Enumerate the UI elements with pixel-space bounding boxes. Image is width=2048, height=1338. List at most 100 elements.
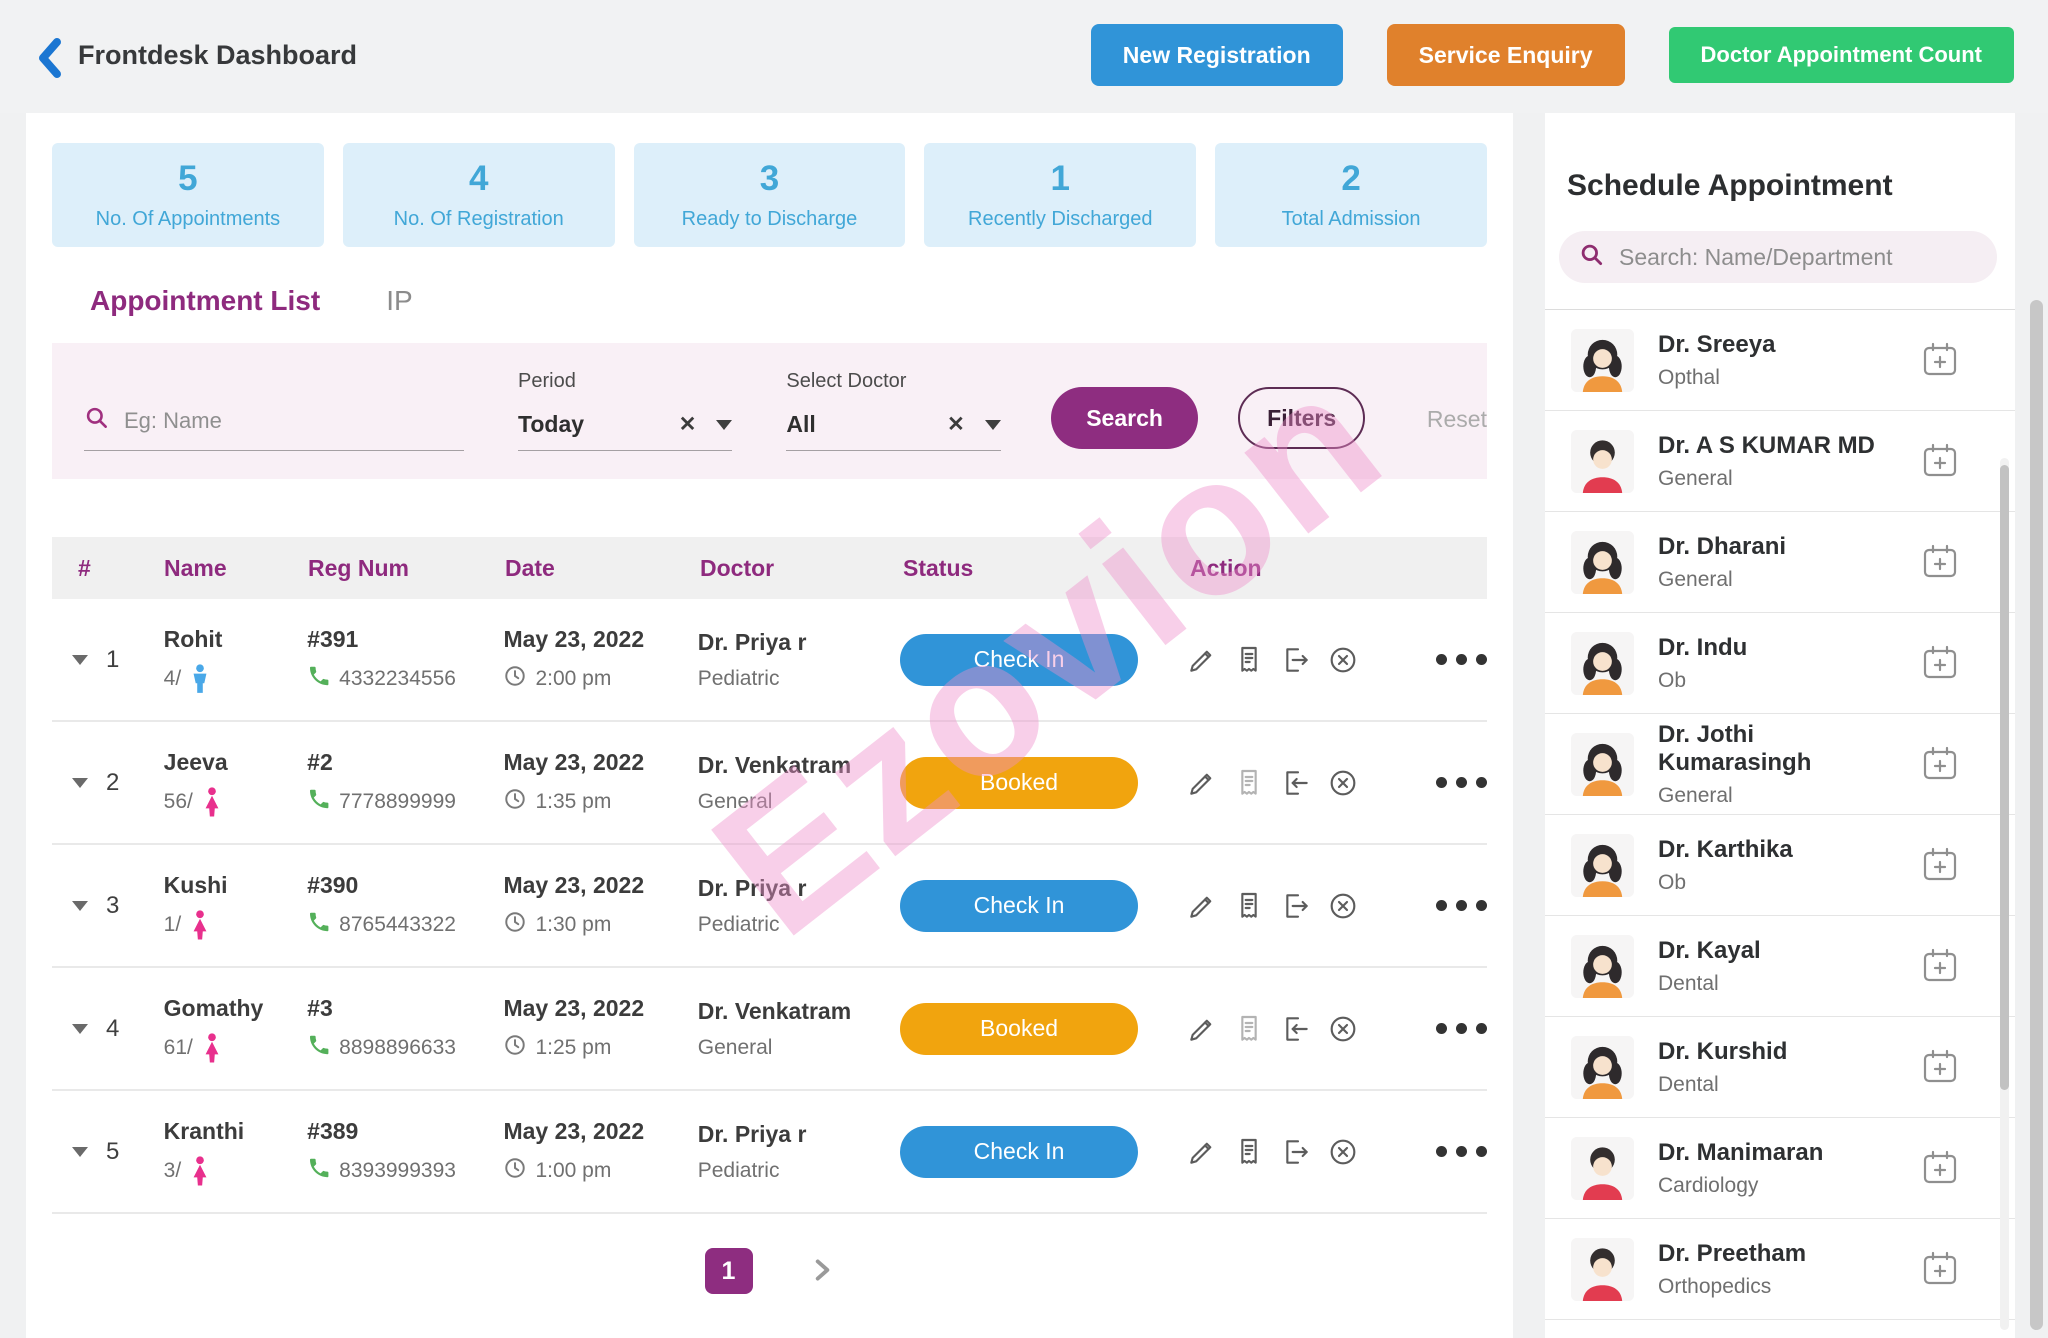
- clear-icon[interactable]: ✕: [678, 413, 697, 436]
- doctor-list-item[interactable]: Dr. Jothi Kumarasingh General: [1545, 714, 2015, 815]
- checkin-icon[interactable]: [1280, 1013, 1312, 1045]
- reg-number: #3: [307, 994, 333, 1021]
- cancel-icon[interactable]: [1327, 1136, 1359, 1168]
- checkout-icon[interactable]: [1280, 1136, 1312, 1168]
- doctor-filter-value[interactable]: All: [786, 411, 816, 437]
- calendar-add-icon[interactable]: [1919, 540, 1961, 585]
- receipt-icon[interactable]: [1233, 890, 1265, 922]
- cancel-icon[interactable]: [1327, 767, 1359, 799]
- name-search-input[interactable]: [124, 407, 464, 434]
- appointment-date: May 23, 2022: [503, 625, 645, 652]
- doctor-name: Dr. Venkatram: [697, 997, 852, 1024]
- doctor-list-item[interactable]: Dr. Kayal Dental: [1545, 916, 2015, 1017]
- page-scrollbar-thumb[interactable]: [2030, 300, 2043, 1330]
- clear-icon[interactable]: ✕: [947, 413, 965, 436]
- checkin-icon[interactable]: [1280, 767, 1312, 799]
- doctor-list-item[interactable]: Dr. Manimaran Cardiology: [1545, 1118, 2015, 1219]
- doctor-list-item[interactable]: Dr. Preetham Orthopedics: [1545, 1219, 2015, 1320]
- more-actions-button[interactable]: [1436, 654, 1487, 665]
- doctor-name: Dr. Manimaran: [1658, 1138, 1824, 1166]
- edit-icon[interactable]: [1186, 890, 1218, 922]
- calendar-add-icon[interactable]: [1919, 338, 1961, 383]
- more-actions-button[interactable]: [1436, 1146, 1487, 1157]
- filters-button[interactable]: Filters: [1238, 387, 1365, 449]
- doctor-name: Dr. Indu: [1658, 633, 1748, 661]
- stat-card: 5 No. Of Appointments: [52, 143, 324, 247]
- doctor-department: General: [1658, 466, 1733, 490]
- column-header-regnum: Reg Num: [308, 554, 409, 581]
- more-actions-button[interactable]: [1436, 777, 1487, 788]
- row-expand-caret[interactable]: [72, 654, 88, 665]
- search-button[interactable]: Search: [1050, 387, 1199, 449]
- female-icon: [193, 1155, 207, 1185]
- calendar-add-icon[interactable]: [1919, 1045, 1961, 1090]
- doctor-list-item[interactable]: Dr. Karthika Ob: [1545, 815, 2015, 916]
- doctor-list-item[interactable]: Dr. Kurshid Dental: [1545, 1017, 2015, 1118]
- doctor-name: Dr. Kurshid: [1658, 1037, 1788, 1065]
- chevron-down-icon[interactable]: [984, 419, 1001, 430]
- doctor-list-item[interactable]: Dr. Indu Ob: [1545, 613, 2015, 714]
- receipt-icon[interactable]: [1233, 1136, 1265, 1168]
- edit-icon[interactable]: [1186, 1013, 1218, 1045]
- appointment-time: 1:35 pm: [535, 789, 612, 813]
- receipt-icon[interactable]: [1233, 644, 1265, 676]
- edit-icon[interactable]: [1186, 767, 1218, 799]
- doctor-avatar: [1571, 429, 1634, 493]
- doctor-list-item[interactable]: Dr. Dharani General: [1545, 512, 2015, 613]
- checkout-icon[interactable]: [1280, 890, 1312, 922]
- calendar-add-icon[interactable]: [1919, 944, 1961, 989]
- row-expand-caret[interactable]: [72, 777, 88, 788]
- top-bar: Frontdesk Dashboard New Registration Ser…: [0, 0, 2048, 113]
- calendar-add-icon[interactable]: [1919, 843, 1961, 888]
- doctor-list-item[interactable]: Dr. A S KUMAR MD General: [1545, 411, 2015, 512]
- edit-icon[interactable]: [1186, 1136, 1218, 1168]
- doctor-search-input[interactable]: [1619, 243, 1969, 271]
- receipt-icon[interactable]: [1233, 767, 1265, 799]
- cancel-icon[interactable]: [1327, 644, 1359, 676]
- row-expand-caret[interactable]: [72, 1146, 88, 1157]
- row-expand-caret[interactable]: [72, 1023, 88, 1034]
- female-icon: [205, 1032, 219, 1062]
- status-button[interactable]: Check In: [900, 633, 1139, 686]
- calendar-add-icon[interactable]: [1919, 1146, 1961, 1191]
- doctor-avatar: [1571, 1035, 1634, 1099]
- doctor-appointment-count-button[interactable]: Doctor Appointment Count: [1668, 27, 2014, 83]
- calendar-add-icon[interactable]: [1919, 1247, 1961, 1292]
- page-1-button[interactable]: 1: [704, 1248, 753, 1294]
- period-value[interactable]: Today: [518, 411, 585, 437]
- sidebar-scrollbar-thumb[interactable]: [2000, 465, 2009, 1090]
- cancel-icon[interactable]: [1327, 1013, 1359, 1045]
- tab-ip[interactable]: IP: [386, 285, 413, 316]
- reset-button[interactable]: Reset: [1426, 406, 1487, 432]
- back-button[interactable]: [30, 34, 70, 82]
- table-row: 3 Kushi 1/ #390 8765443322 May 23, 2022: [52, 845, 1487, 968]
- status-button[interactable]: Check In: [900, 879, 1139, 932]
- stat-value: 3: [759, 159, 780, 198]
- service-enquiry-button[interactable]: Service Enquiry: [1386, 24, 1625, 86]
- calendar-add-icon[interactable]: [1919, 742, 1961, 787]
- appointment-time: 1:00 pm: [535, 1158, 612, 1182]
- doctor-list-item[interactable]: Dr. Sreeya Opthal: [1545, 310, 2015, 411]
- stat-value: 1: [1050, 159, 1071, 198]
- calendar-add-icon[interactable]: [1919, 439, 1961, 484]
- edit-icon[interactable]: [1186, 644, 1218, 676]
- chevron-down-icon[interactable]: [716, 419, 733, 430]
- phone-icon: [307, 787, 331, 817]
- next-page-button[interactable]: [809, 1255, 835, 1288]
- new-registration-button[interactable]: New Registration: [1090, 24, 1343, 86]
- cancel-icon[interactable]: [1327, 890, 1359, 922]
- status-button[interactable]: Booked: [900, 756, 1139, 809]
- stats-row: 5 No. Of Appointments 4 No. Of Registrat…: [52, 143, 1487, 247]
- receipt-icon[interactable]: [1233, 1013, 1265, 1045]
- patient-age: 56/: [163, 789, 193, 813]
- more-actions-button[interactable]: [1436, 900, 1487, 911]
- status-button[interactable]: Booked: [900, 1002, 1139, 1055]
- calendar-add-icon[interactable]: [1919, 641, 1961, 686]
- status-button[interactable]: Check In: [900, 1125, 1139, 1178]
- clock-icon: [503, 664, 527, 694]
- row-expand-caret[interactable]: [72, 900, 88, 911]
- table-row: 4 Gomathy 61/ #3 8898896633 May 23, 2022: [52, 968, 1487, 1091]
- checkout-icon[interactable]: [1280, 644, 1312, 676]
- tab-appointment-list[interactable]: Appointment List: [90, 285, 321, 316]
- more-actions-button[interactable]: [1436, 1023, 1487, 1034]
